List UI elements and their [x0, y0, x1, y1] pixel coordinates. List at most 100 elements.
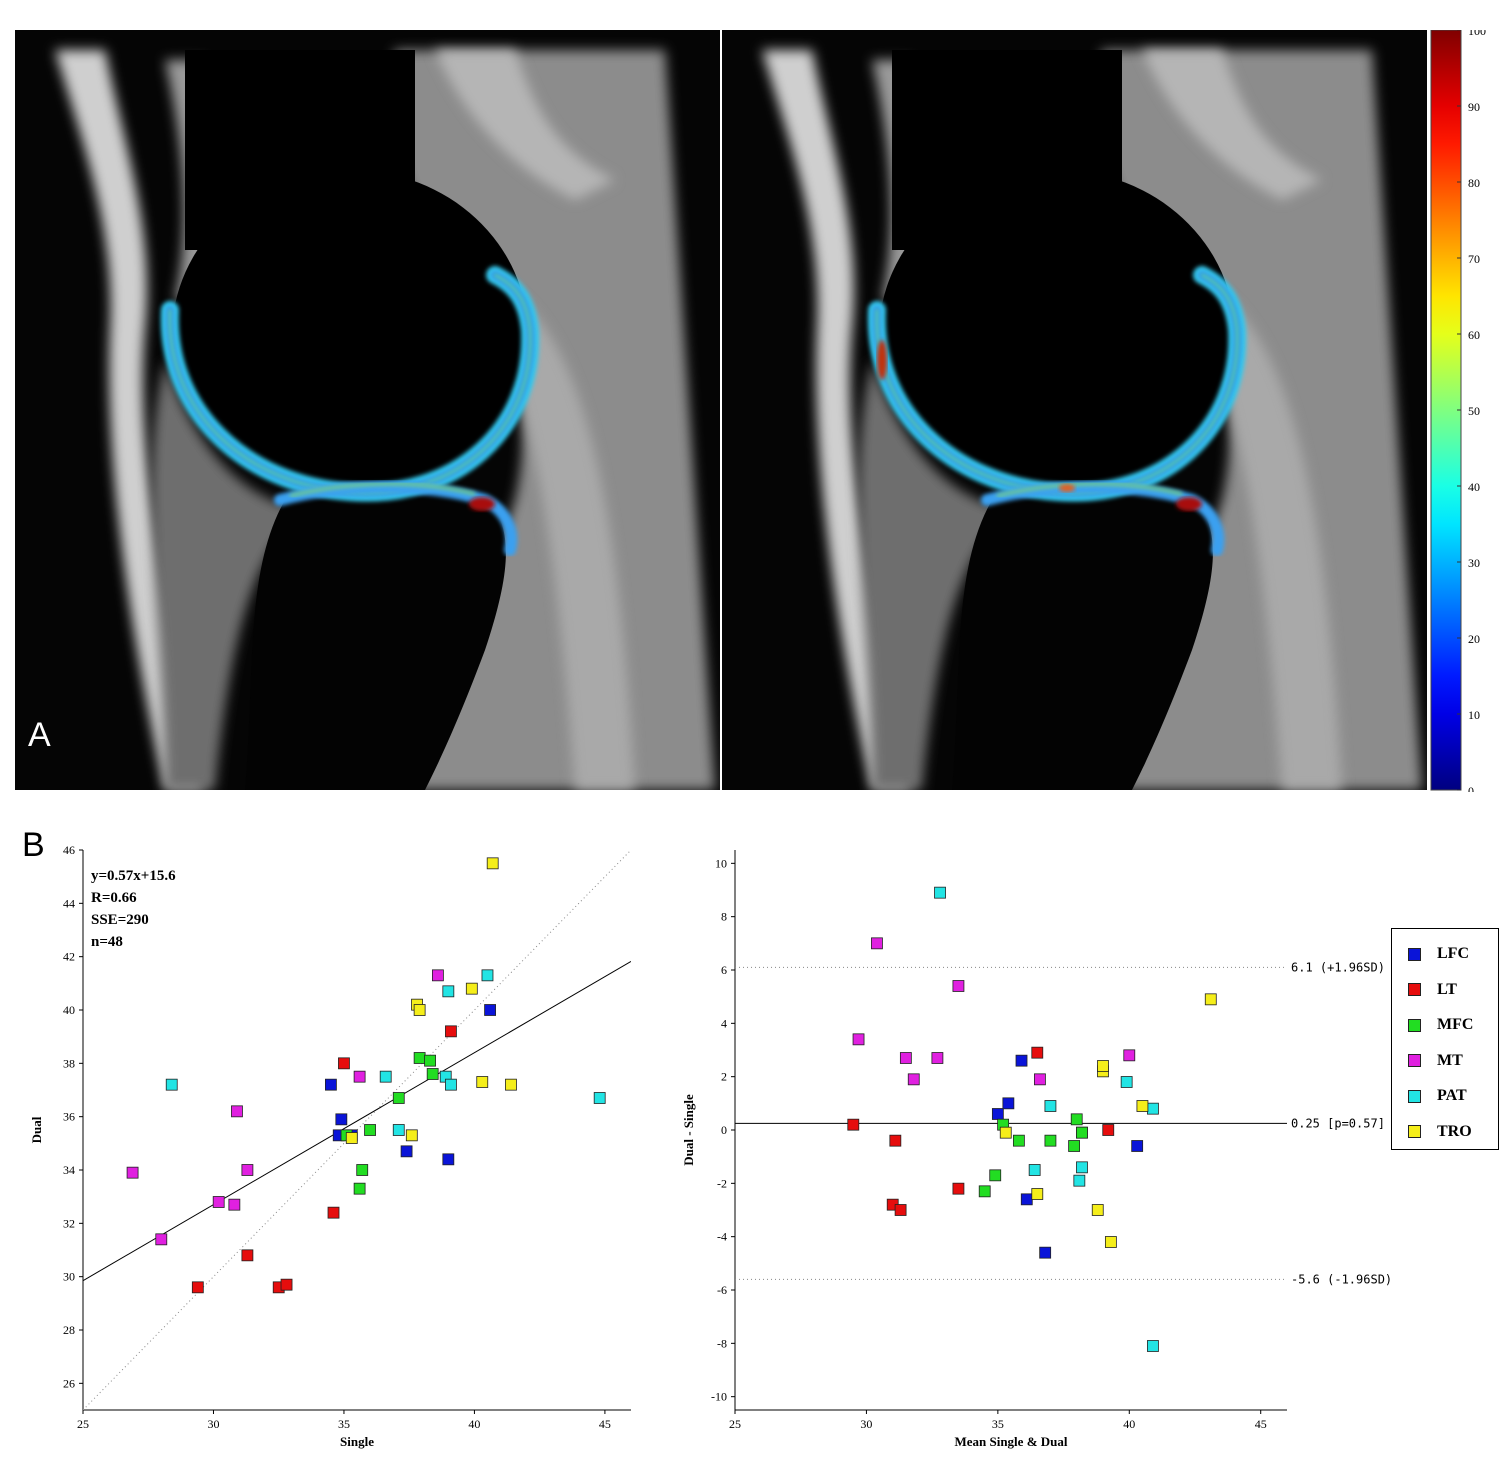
data-point-tro: [1098, 1061, 1109, 1072]
x-axis-label: Mean Single & Dual: [954, 1434, 1067, 1449]
data-point-lt: [1103, 1125, 1114, 1136]
y-tick-label: -6: [717, 1283, 727, 1297]
data-point-mfc: [414, 1053, 425, 1064]
y-tick-label: 44: [63, 896, 75, 910]
legend-swatch: [1408, 1125, 1421, 1138]
x-tick-label: 45: [599, 1417, 611, 1431]
data-point-lt: [281, 1279, 292, 1290]
colorbar-tick-label: 0: [1468, 784, 1474, 792]
legend-item-tro: TRO: [1408, 1122, 1472, 1142]
data-point-lt: [338, 1058, 349, 1069]
data-point-mt: [871, 938, 882, 949]
data-point-lfc: [1003, 1098, 1014, 1109]
data-point-mt: [900, 1053, 911, 1064]
colorbar-tick-label: 30: [1468, 556, 1480, 570]
legend-label: PAT: [1437, 1087, 1467, 1105]
x-tick-label: 30: [207, 1417, 219, 1431]
data-point-pat: [393, 1125, 404, 1136]
x-tick-label: 25: [77, 1417, 89, 1431]
y-tick-label: 10: [715, 856, 727, 870]
legend-swatch: [1408, 948, 1421, 961]
x-tick-label: 30: [860, 1417, 872, 1431]
y-tick-label: 8: [721, 910, 727, 924]
y-tick-label: -2: [717, 1176, 727, 1190]
colorbar-tick-label: 40: [1468, 480, 1480, 494]
panel-label-a: A: [28, 716, 51, 755]
x-tick-label: 35: [992, 1417, 1004, 1431]
y-tick-label: 38: [63, 1056, 75, 1070]
reference-line-label: 6.1 (+1.96SD): [1291, 960, 1385, 974]
data-point-pat: [1074, 1175, 1085, 1186]
data-point-lfc: [336, 1114, 347, 1125]
y-tick-label: 42: [63, 950, 75, 964]
data-point-lt: [242, 1250, 253, 1261]
regression-stat: y=0.57x+15.6: [91, 868, 176, 884]
colorbar: 100 90 80 70 60 50 40 30 20 10 0: [1429, 30, 1506, 792]
y-tick-label: -10: [711, 1390, 727, 1404]
regression-stat: n=48: [91, 934, 123, 950]
data-point-pat: [1147, 1103, 1158, 1114]
y-axis-label: Dual - Single: [681, 1094, 696, 1166]
legend-swatch: [1408, 1090, 1421, 1103]
colorbar-tick-label: 90: [1468, 100, 1480, 114]
data-point-pat: [1147, 1341, 1158, 1352]
data-point-pat: [935, 887, 946, 898]
y-tick-label: 46: [63, 843, 75, 857]
y-tick-label: 30: [63, 1270, 75, 1284]
data-point-lfc: [1016, 1055, 1027, 1066]
data-point-lfc: [1132, 1141, 1143, 1152]
regression-stat: SSE=290: [91, 912, 149, 928]
y-tick-label: 34: [63, 1163, 75, 1177]
data-point-tro: [406, 1130, 417, 1141]
data-point-mfc: [357, 1165, 368, 1176]
regression-line: [83, 961, 631, 1280]
data-point-pat: [1121, 1077, 1132, 1088]
data-point-pat: [1029, 1165, 1040, 1176]
data-point-lt: [890, 1135, 901, 1146]
data-point-mt: [156, 1234, 167, 1245]
colorbar-tick-label: 50: [1468, 404, 1480, 418]
data-point-mt: [853, 1034, 864, 1045]
y-tick-label: 32: [63, 1216, 75, 1230]
data-point-mt: [1034, 1074, 1045, 1085]
data-point-tro: [505, 1079, 516, 1090]
y-tick-label: 6: [721, 963, 727, 977]
regression-stat: R=0.66: [91, 890, 137, 906]
data-point-mt: [127, 1167, 138, 1178]
colorbar-tick-label: 20: [1468, 632, 1480, 646]
data-point-lfc: [401, 1146, 412, 1157]
data-point-mt: [1124, 1050, 1135, 1061]
data-point-pat: [443, 986, 454, 997]
data-point-lt: [328, 1207, 339, 1218]
data-point-mfc: [425, 1055, 436, 1066]
data-point-pat: [445, 1079, 456, 1090]
y-tick-label: -8: [717, 1336, 727, 1350]
data-point-mfc: [1069, 1141, 1080, 1152]
data-point-pat: [166, 1079, 177, 1090]
data-point-tro: [1032, 1189, 1043, 1200]
data-point-lfc: [325, 1079, 336, 1090]
data-point-mfc: [354, 1183, 365, 1194]
data-point-lfc: [1021, 1194, 1032, 1205]
legend-label: MFC: [1437, 1016, 1473, 1034]
data-point-tro: [414, 1005, 425, 1016]
data-point-tro: [1092, 1205, 1103, 1216]
data-point-mfc: [1076, 1127, 1087, 1138]
legend-label: LT: [1437, 981, 1457, 999]
legend-item-lfc: LFC: [1408, 944, 1469, 964]
legend-item-mt: MT: [1408, 1051, 1463, 1071]
data-point-mfc: [1045, 1135, 1056, 1146]
legend-item-lt: LT: [1408, 980, 1457, 1000]
y-tick-label: -4: [717, 1230, 727, 1244]
reference-line-label: 0.25 [p=0.57]: [1291, 1116, 1385, 1130]
data-point-mt: [242, 1165, 253, 1176]
data-point-mfc: [393, 1093, 404, 1104]
data-point-mt: [229, 1199, 240, 1210]
mri-image-single: [15, 30, 720, 790]
colorbar-tick-label: 70: [1468, 252, 1480, 266]
data-point-lt: [953, 1183, 964, 1194]
data-point-tro: [1205, 994, 1216, 1005]
data-point-mt: [432, 970, 443, 981]
legend-label: LFC: [1437, 945, 1469, 963]
data-point-pat: [380, 1071, 391, 1082]
